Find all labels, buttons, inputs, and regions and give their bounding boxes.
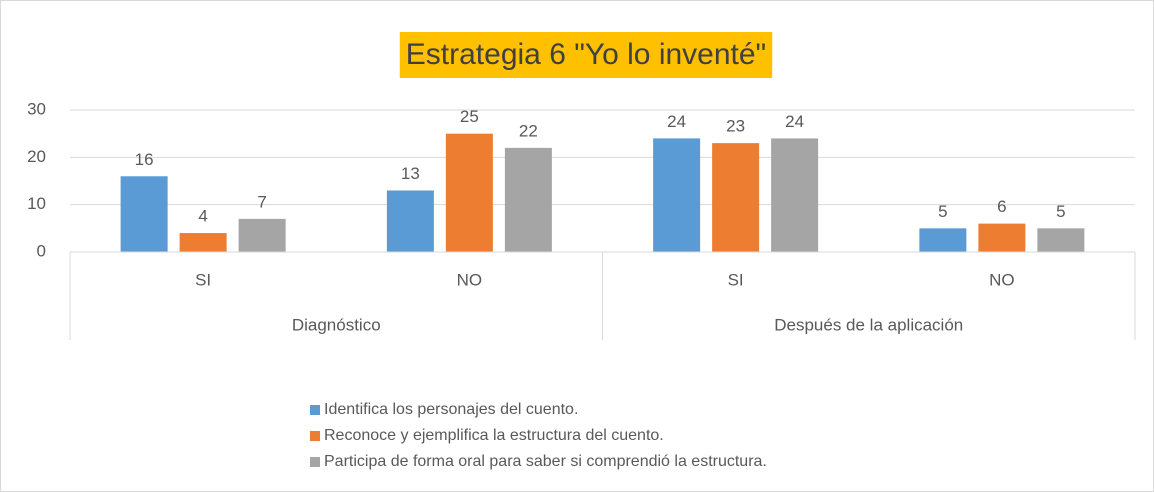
bar	[445, 133, 493, 252]
data-label: 7	[257, 192, 266, 211]
y-tick-label: 30	[27, 99, 46, 118]
bar	[771, 138, 819, 252]
legend-swatch	[310, 405, 320, 415]
bar	[712, 143, 760, 252]
y-tick-label: 20	[27, 147, 46, 166]
legend-label: Participa de forma oral para saber si co…	[324, 453, 767, 470]
data-label: 4	[198, 207, 207, 226]
bar	[238, 218, 286, 252]
bar	[504, 147, 552, 252]
data-label: 6	[997, 197, 1006, 216]
legend-swatch	[310, 431, 320, 441]
data-label: 5	[938, 202, 947, 221]
x-tick-label: SI	[728, 270, 744, 289]
x-tick-label: NO	[457, 270, 483, 289]
title-background	[399, 32, 773, 78]
data-label: 23	[726, 117, 745, 136]
bar	[919, 228, 967, 252]
group-label: Diagnóstico	[292, 315, 381, 334]
bar	[179, 233, 227, 252]
group-label: Después de la aplicación	[774, 315, 963, 334]
bar	[978, 223, 1026, 252]
legend-swatch	[310, 457, 320, 467]
data-label: 22	[519, 121, 538, 140]
bar	[120, 176, 168, 252]
legend-label: Identifica los personajes del cuento.	[324, 401, 578, 418]
legend-label: Reconoce y ejemplifica la estructura del…	[324, 427, 664, 444]
data-label: 24	[785, 112, 804, 131]
x-tick-label: SI	[195, 270, 211, 289]
data-label: 13	[401, 164, 420, 183]
x-tick-label: NO	[989, 270, 1015, 289]
data-label: 5	[1056, 202, 1065, 221]
data-label: 16	[135, 150, 154, 169]
data-label: 25	[460, 107, 479, 126]
bar	[386, 190, 434, 252]
chart-title: Estrategia 6 "Yo lo inventé"	[406, 38, 766, 71]
y-tick-label: 0	[37, 241, 46, 260]
bar	[1037, 228, 1085, 252]
data-label: 24	[667, 112, 686, 131]
y-tick-label: 10	[27, 194, 46, 213]
bar	[653, 138, 701, 252]
